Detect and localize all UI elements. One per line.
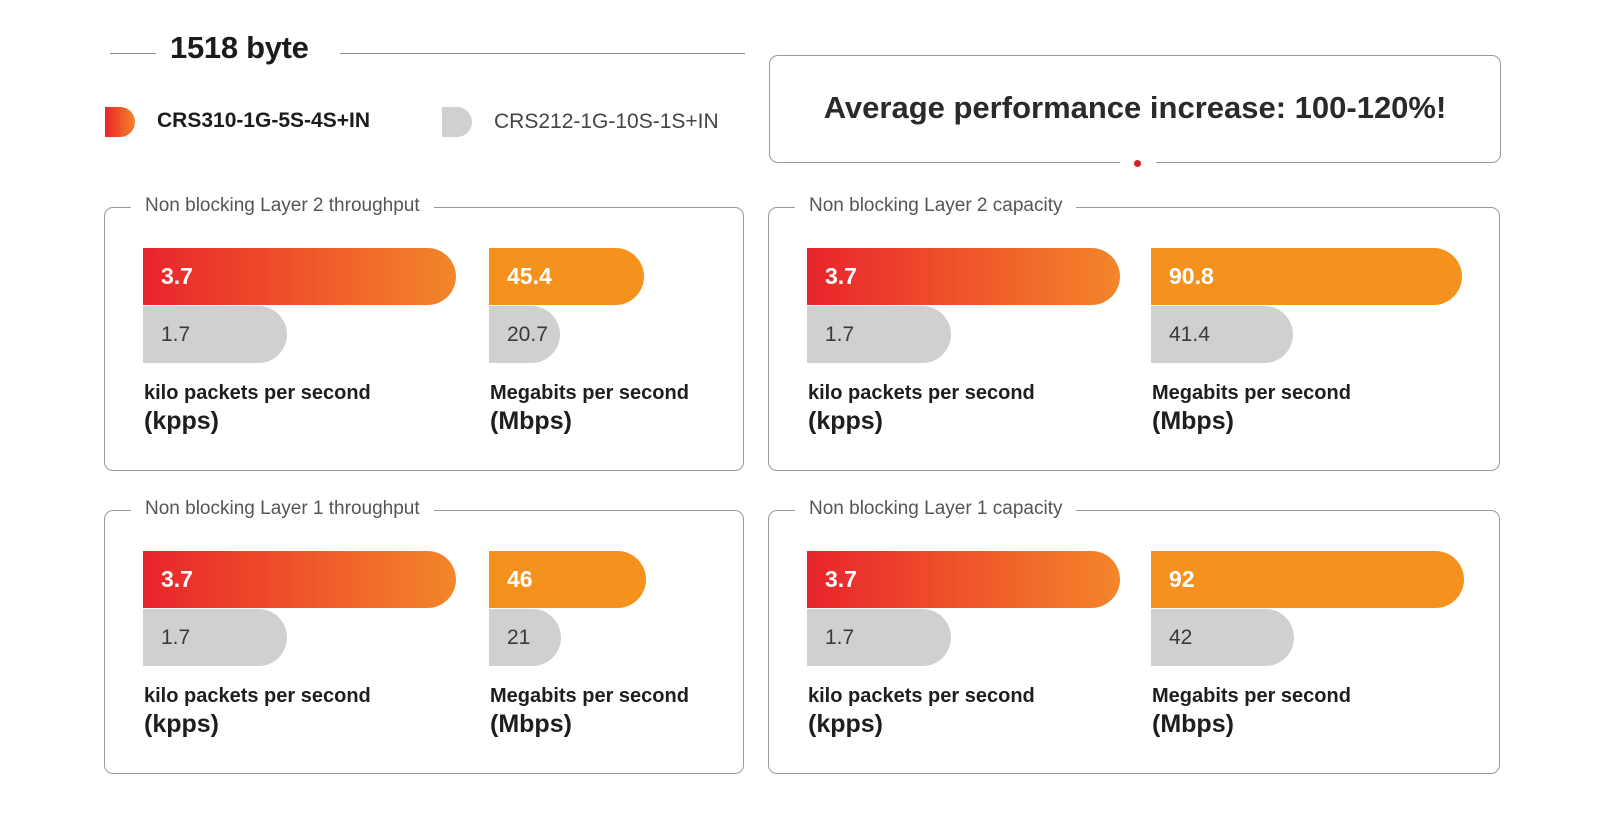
metric-label: Megabits per second [1152,382,1351,404]
metric-unit: (Mbps) [490,710,572,738]
metric-label: kilo packets per second [144,382,371,404]
legend-swatch-secondary [442,107,472,137]
callout-text: Average performance increase: 100-120%! [823,90,1447,125]
page-title: 1518 byte [170,30,309,65]
bar-secondary-kpps: 1.7 [807,609,951,666]
metric-unit: (kpps) [808,407,883,435]
legend-swatch-primary [105,107,135,137]
chart-title: Non blocking Layer 1 throughput [131,498,434,520]
metric-unit: (Mbps) [490,407,572,435]
metric-label: kilo packets per second [144,685,371,707]
title-rule-right [340,53,745,54]
bar-secondary-kpps: 1.7 [807,306,951,363]
bar-primary-kpps: 3.7 [807,248,1120,305]
chart-panel: Non blocking Layer 2 throughput 3.7 1.7 kil… [104,195,744,471]
bar-secondary-mbps: 20.7 [489,306,560,363]
metric-unit: (kpps) [808,710,883,738]
metric-unit: (kpps) [144,710,219,738]
bar-secondary-mbps: 41.4 [1151,306,1293,363]
chart-title: Non blocking Layer 2 capacity [795,195,1077,217]
bar-primary-mbps: 92 [1151,551,1464,608]
chart-title: Non blocking Layer 2 throughput [131,195,434,217]
bar-secondary-kpps: 1.7 [143,609,287,666]
bar-primary-kpps: 3.7 [143,551,456,608]
chart-panel: Non blocking Layer 2 capacity 3.7 1.7 kilo … [768,195,1500,471]
legend-label-primary: CRS310-1G-5S-4S+IN [157,109,371,132]
title-rule-left [110,53,156,54]
metric-unit: (Mbps) [1152,710,1234,738]
chart-panel: Non blocking Layer 1 capacity 3.7 1.7 kilo … [768,498,1500,774]
metric-label: kilo packets per second [808,382,1035,404]
chart-title: Non blocking Layer 1 capacity [795,498,1077,520]
callout-box: Average performance increase: 100-120%! [769,55,1501,167]
metric-label: kilo packets per second [808,685,1035,707]
metric-label: Megabits per second [490,382,689,404]
chart-panel: Non blocking Layer 1 throughput 3.7 1.7 kil… [104,498,744,774]
bar-primary-kpps: 3.7 [143,248,456,305]
metric-label: Megabits per second [1152,685,1351,707]
bar-secondary-mbps: 42 [1151,609,1294,666]
callout-dot [1134,160,1141,167]
bar-secondary-kpps: 1.7 [143,306,287,363]
bar-primary-mbps: 46 [489,551,646,608]
bar-primary-mbps: 45.4 [489,248,644,305]
legend-label-secondary: CRS212-1G-10S-1S+IN [494,110,719,133]
bar-primary-kpps: 3.7 [807,551,1120,608]
metric-label: Megabits per second [490,685,689,707]
bar-primary-mbps: 90.8 [1151,248,1462,305]
metric-unit: (Mbps) [1152,407,1234,435]
metric-unit: (kpps) [144,407,219,435]
bar-secondary-mbps: 21 [489,609,561,666]
